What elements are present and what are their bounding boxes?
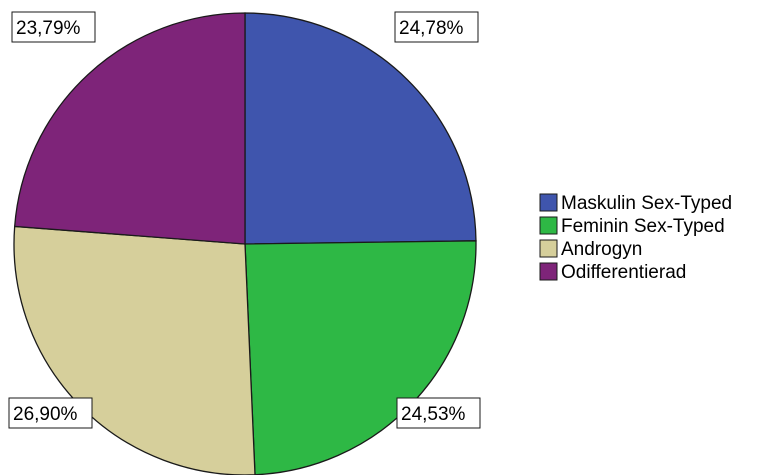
data-label-text: 24,78% [399,18,464,39]
legend-item: Odifferentierad [539,262,686,283]
slice-labels: 24,78% 24,53% 26,90% 23,79% [8,11,481,429]
pie-slice-feminin-sex-typed [244,240,477,475]
legend-swatch [539,239,558,258]
data-label: 26,90% [8,397,93,429]
legend-swatch [539,216,558,235]
legend-swatch [539,262,558,281]
legend-label: Androgyn [561,239,642,260]
legend-item: Feminin Sex-Typed [539,216,725,237]
data-label-box [8,397,93,429]
data-label: 24,53% [396,397,481,429]
legend-label: Feminin Sex-Typed [561,216,725,237]
legend-item: Androgyn [539,239,642,260]
pie-slice-androgyn [13,225,256,475]
data-label: 23,79% [11,11,96,43]
data-label-text: 26,90% [13,404,78,425]
pie-slices [13,12,477,475]
legend-item: Maskulin Sex-Typed [539,193,732,214]
data-label-box [11,11,96,43]
legend-label: Odifferentierad [561,262,686,283]
data-label-text: 23,79% [16,18,81,39]
pie-slice-maskulin-sex-typed [244,12,477,245]
data-label: 24,78% [394,11,479,43]
legend-label: Maskulin Sex-Typed [561,193,732,214]
data-label-box [396,397,481,429]
legend-swatch [539,193,558,212]
data-label-box [394,11,479,43]
pie-slice-odifferentierad [13,12,246,245]
data-label-text: 24,53% [401,404,466,425]
